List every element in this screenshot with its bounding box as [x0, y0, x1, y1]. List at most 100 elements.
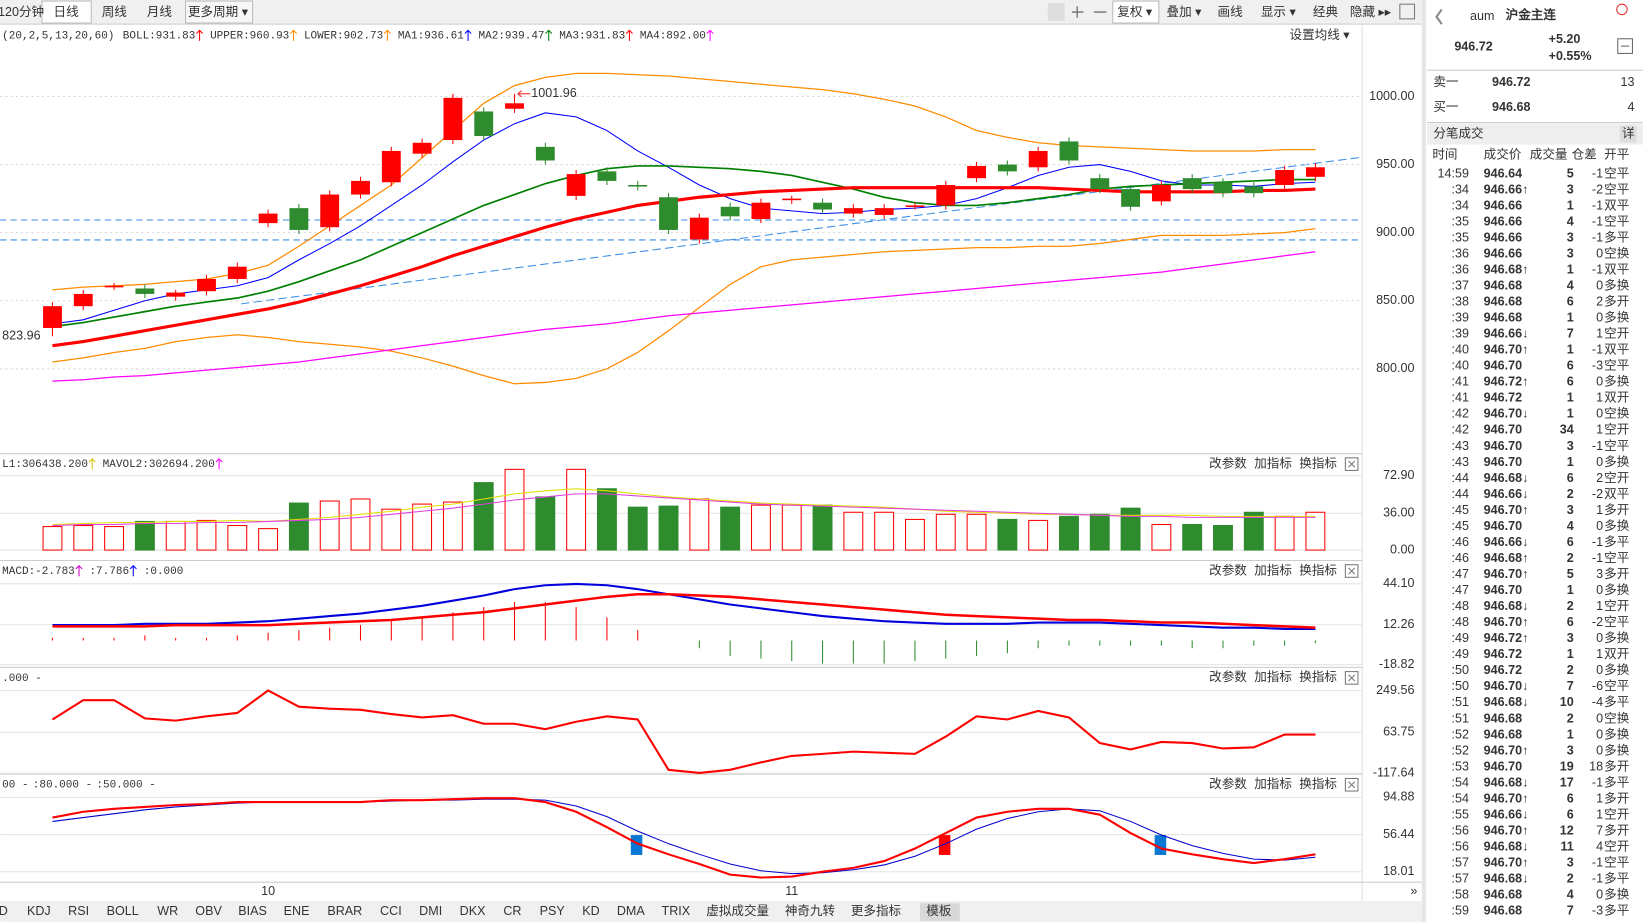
close-button[interactable] [1344, 564, 1359, 578]
panel-action[interactable]: 换指标 [1299, 456, 1337, 470]
tick-oi: 1 [1596, 503, 1603, 517]
tick-type: 双开 [1604, 391, 1629, 405]
tool-button[interactable]: 显示 ▾ [1261, 5, 1297, 19]
y-tick-label: -18.82 [1379, 657, 1415, 671]
tick-volume: 4 [1567, 888, 1574, 902]
tick-volume: 7 [1567, 679, 1574, 693]
lock-icon[interactable] [1047, 3, 1065, 21]
indicator-tab[interactable]: 更多指标 [851, 904, 902, 918]
indicator-line [52, 112, 1316, 325]
panel-action[interactable]: 加指标 [1254, 777, 1292, 791]
panel-action[interactable]: 换指标 [1299, 670, 1337, 684]
tick-time: :35 [1452, 230, 1469, 244]
panel-action[interactable]: 加指标 [1254, 456, 1292, 470]
scroll-arrow[interactable]: » [1410, 884, 1417, 898]
indicator-tab[interactable]: CCI [380, 904, 402, 918]
close-button[interactable] [1344, 777, 1359, 792]
candle-body [412, 142, 432, 154]
volume-bar [566, 468, 587, 551]
tick-volume: 1 [1567, 727, 1574, 741]
legend-entry: MA4:892.00 [640, 31, 706, 43]
close-button[interactable] [1344, 671, 1359, 685]
indicator-line [52, 227, 1316, 385]
y-tick-label: 12.26 [1383, 617, 1414, 631]
tick-oi: -1 [1592, 535, 1603, 549]
tick-type: 空平 [1604, 615, 1629, 629]
close-button[interactable] [1348, 460, 1356, 468]
fullscreen-icon[interactable] [1399, 3, 1416, 20]
y-tick-label: 850.00 [1376, 293, 1414, 307]
indicator-tab[interactable]: DMA [617, 904, 646, 918]
signal [630, 833, 643, 855]
indicator-tab[interactable]: DMI [419, 904, 442, 918]
indicator-tab[interactable]: D [0, 904, 8, 918]
close-button[interactable] [1344, 457, 1359, 471]
more-period-box[interactable] [185, 0, 254, 24]
indicator-tab[interactable]: RSI [68, 904, 89, 918]
splitter [1421, 0, 1427, 922]
tool-button[interactable]: 隐藏 ▸▸ [1350, 5, 1392, 19]
indicator-tab[interactable]: CR [503, 904, 521, 918]
indicator-tab[interactable]: 模板 [926, 904, 952, 918]
zoom-icons[interactable] [1071, 6, 1107, 18]
tick-price: 946.66 [1484, 198, 1522, 212]
indicator-tab[interactable]: BIAS [238, 904, 267, 918]
indicator-line [51, 689, 1316, 775]
indicator-tab[interactable]: TRIX [662, 904, 691, 918]
indicator-tab[interactable]: DKX [460, 904, 486, 918]
candle-body [443, 97, 463, 141]
period-tab[interactable]: 120分钟 [0, 4, 44, 19]
indicator-tab[interactable]: 虚拟成交量 [706, 903, 769, 918]
volume-bar [412, 503, 433, 551]
back-arrow[interactable] [1435, 8, 1443, 25]
indicator-tab[interactable]: PSY [540, 904, 566, 918]
tick-oi: 0 [1596, 888, 1603, 902]
panel-action[interactable]: 改参数 [1209, 562, 1247, 577]
indicator-tab[interactable]: KDJ [27, 904, 51, 918]
indicator-tab[interactable]: OBV [195, 904, 222, 918]
panel-action[interactable]: 加指标 [1254, 670, 1292, 684]
tick-oi: -1 [1592, 262, 1603, 276]
panel-action[interactable]: 改参数 [1209, 776, 1247, 791]
y-tick-label: 18.01 [1383, 864, 1414, 878]
tick-oi: 2 [1596, 294, 1603, 308]
tool-button[interactable]: 叠加 ▾ [1167, 5, 1203, 19]
template-box[interactable] [919, 903, 960, 921]
panel-action[interactable]: 改参数 [1209, 455, 1247, 470]
volume-bar [1213, 525, 1233, 551]
tick-type: 双平 [1604, 343, 1629, 357]
column-header: 成交量 [1530, 146, 1568, 161]
period-tab[interactable]: 日线 [54, 5, 80, 19]
volume-bar [1120, 507, 1141, 551]
panel-action[interactable]: 换指标 [1299, 563, 1337, 577]
fq-box[interactable] [1112, 0, 1160, 24]
panel-action[interactable]: 改参数 [1209, 669, 1247, 684]
period-tab[interactable]: 周线 [102, 5, 128, 19]
tick-oi: 3 [1596, 567, 1603, 581]
indicator-tab[interactable]: ENE [284, 904, 310, 918]
indicator-tab[interactable]: WR [157, 904, 178, 918]
alert-icon[interactable] [1616, 3, 1628, 16]
panel-action[interactable]: 换指标 [1299, 777, 1337, 791]
detail-box[interactable] [1619, 125, 1637, 143]
active-tab-box[interactable] [41, 0, 92, 24]
indicator-tab[interactable]: BRAR [327, 904, 362, 918]
panel-action[interactable]: 加指标 [1254, 563, 1292, 577]
period-tab[interactable]: 更多周期 ▾ [188, 5, 249, 19]
close-button[interactable] [1348, 674, 1356, 682]
tool-button[interactable]: 画线 [1218, 5, 1244, 19]
indicator-tab[interactable]: BOLL [107, 904, 139, 918]
period-tab[interactable]: 月线 [147, 5, 173, 19]
close-button[interactable] [1348, 781, 1356, 789]
indicator-tab[interactable]: KD [582, 904, 599, 918]
y-tick-label: 1000.00 [1369, 89, 1414, 103]
tool-button[interactable]: 经典 [1313, 5, 1339, 19]
ma-setting[interactable]: 设置均线 ▾ [1290, 28, 1351, 42]
detail-button[interactable]: 详 [1622, 126, 1635, 140]
indicator-tab[interactable]: 神奇九转 [785, 904, 836, 918]
close-button[interactable] [1348, 567, 1356, 575]
tool-button[interactable]: 复权 ▾ [1117, 4, 1153, 19]
collapse-icon[interactable] [1617, 38, 1633, 54]
book-label: 买一 [1433, 100, 1459, 114]
tick-price: 946.72↑ [1484, 375, 1529, 389]
